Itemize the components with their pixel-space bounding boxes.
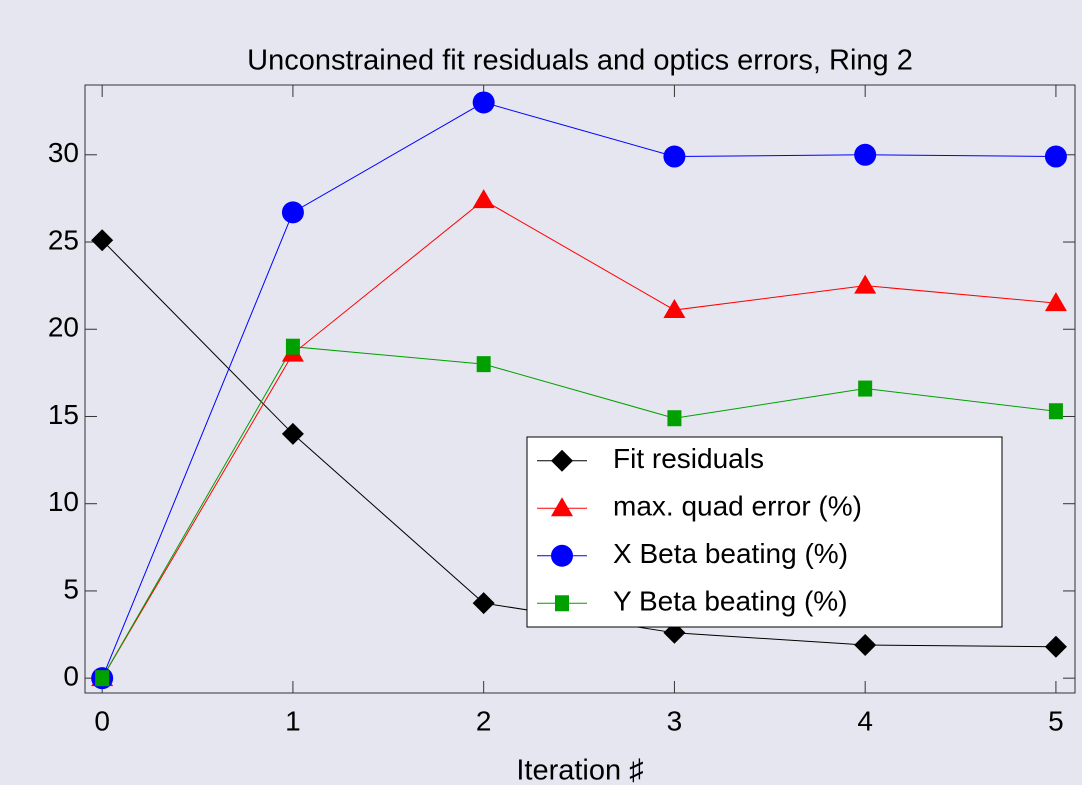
marker (551, 497, 573, 517)
x-tick-label: 1 (285, 705, 301, 736)
x-tick-label: 4 (857, 705, 873, 736)
legend-label: Fit residuals (613, 443, 764, 474)
marker (1044, 292, 1067, 312)
x-tick-label: 5 (1048, 705, 1064, 736)
legend: Fit residuals max. quad error (%) X Beta b… (526, 436, 1003, 628)
y-tick-label: 30 (48, 137, 79, 168)
legend-box (526, 436, 1003, 628)
x-axis-label: Iteration ♯ (516, 755, 643, 785)
marker (551, 449, 573, 472)
marker (1044, 145, 1067, 168)
marker (858, 380, 873, 397)
x-tick-label: 0 (94, 705, 110, 736)
marker (285, 338, 300, 355)
marker (854, 143, 877, 166)
marker (472, 189, 495, 209)
y-tick-label: 10 (48, 486, 79, 517)
x-tick-label: 2 (476, 705, 492, 736)
legend-label: X Beta beating (%) (613, 538, 848, 569)
marker (95, 670, 110, 687)
marker (472, 592, 495, 615)
marker (854, 274, 877, 294)
x-tick-label: 3 (667, 705, 683, 736)
marker (555, 595, 569, 612)
marker (281, 422, 304, 445)
chart-title: Unconstrained fit residuals and optics e… (247, 45, 913, 77)
series-line (101, 101, 1056, 679)
y-tick-label: 15 (48, 399, 79, 430)
marker (663, 299, 686, 319)
marker (281, 201, 304, 224)
legend-label: max. quad error (%) (613, 491, 862, 522)
series-line (101, 199, 1056, 679)
marker (1048, 403, 1063, 420)
marker (476, 356, 491, 373)
plot-frame (84, 84, 1076, 694)
marker (1044, 635, 1067, 658)
y-tick-label: 20 (48, 312, 79, 343)
marker (854, 634, 877, 657)
marker (663, 145, 686, 168)
marker (472, 91, 495, 114)
marker (551, 544, 573, 567)
series-line (101, 346, 1056, 679)
marker (91, 229, 114, 252)
marker (667, 410, 682, 427)
y-tick-label: 0 (63, 661, 79, 692)
y-tick-label: 5 (63, 573, 79, 604)
legend-label: Y Beta beating (%) (613, 586, 848, 617)
y-tick-label: 25 (48, 224, 79, 255)
